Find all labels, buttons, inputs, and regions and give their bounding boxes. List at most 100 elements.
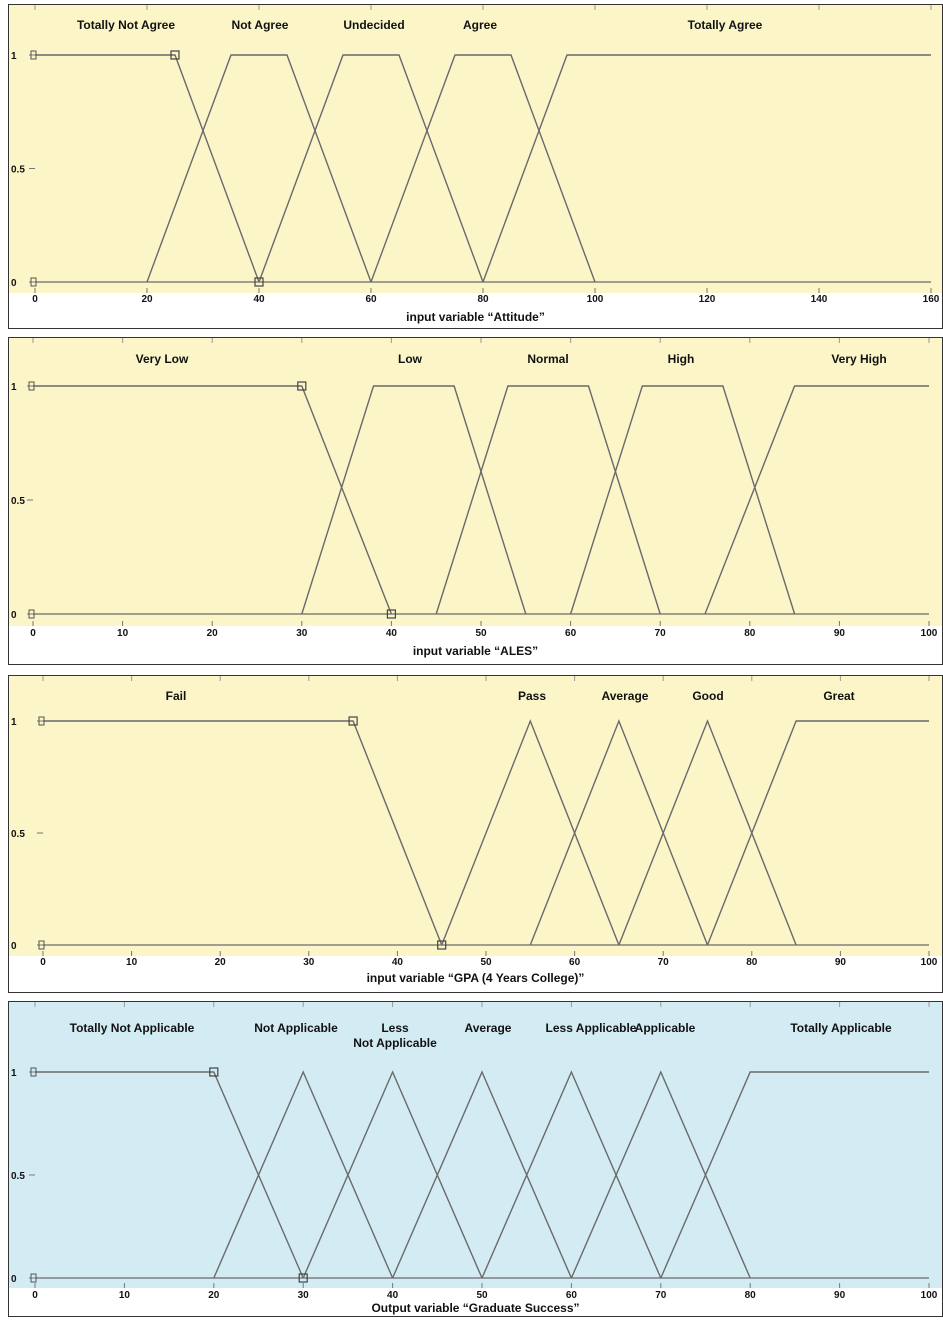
x-axis-label: input variable “ALES” — [413, 644, 538, 658]
chart-attitude: 0 20 40 60 80 100 120 140 160 0 0.5 1 Totally Not Ag… — [8, 4, 943, 329]
chart-ales: 0 10 20 30 40 50 60 70 80 90 100 0 0.5 1 Very Low Low No… — [8, 337, 943, 665]
series-line — [33, 385, 393, 615]
x-tick-label: 80 — [745, 1290, 757, 1301]
x-tick-label: 20 — [141, 294, 153, 305]
x-tick-label: 60 — [365, 294, 377, 305]
x-tick-label: 50 — [476, 1290, 488, 1301]
x-tick-label: 0 — [32, 1290, 38, 1301]
chart-ales-svg: 0 10 20 30 40 50 60 70 80 90 100 0 0.5 1 Very Low Low No… — [9, 338, 942, 658]
plot-area — [9, 338, 942, 626]
series-label: Agree — [463, 18, 497, 32]
series-line — [441, 719, 620, 946]
series-label: Not Agree — [232, 18, 289, 32]
x-tick-label: 90 — [834, 1290, 846, 1301]
x-tick-label: 90 — [835, 957, 847, 968]
chart-graduate-success: 0 10 20 30 40 50 60 70 80 90 100 0 0.5 1 Totally Not A… — [8, 1001, 943, 1317]
series-line — [435, 385, 661, 615]
series-line — [302, 1070, 483, 1279]
point-marker — [170, 50, 180, 60]
series-label: Totally Not Agree — [77, 18, 175, 32]
x-tick-label: 0 — [32, 294, 38, 305]
x-tick-label: 60 — [566, 1290, 578, 1301]
chart-attitude-svg: 0 20 40 60 80 100 120 140 160 0 0.5 1 Totally Not Ag… — [9, 5, 942, 324]
x-tick-label: 80 — [746, 957, 758, 968]
series-label: Not Applicable — [254, 1021, 338, 1035]
x-tick-label: 30 — [303, 957, 315, 968]
x-tick-label: 70 — [658, 957, 670, 968]
x-tick-label: 50 — [475, 628, 487, 639]
series-label: Totally Not Applicable — [70, 1021, 195, 1035]
series-label: Great — [823, 689, 854, 703]
x-axis-label: input variable “Attitude” — [406, 310, 545, 324]
series-label: Totally Agree — [688, 18, 763, 32]
point-marker — [348, 716, 358, 726]
x-tick-label: 120 — [699, 294, 716, 305]
x-tick-label: 70 — [655, 628, 667, 639]
y-tick-label: 1 — [11, 717, 17, 728]
series-line — [301, 385, 527, 615]
edge-marker — [38, 716, 45, 726]
x-tick-label: 80 — [477, 294, 489, 305]
series-label: Undecided — [343, 18, 404, 32]
point-marker — [297, 381, 307, 391]
edge-marker — [30, 277, 37, 287]
edge-marker — [30, 1273, 37, 1283]
series-line — [370, 54, 596, 283]
y-tick-label: 1 — [11, 51, 17, 62]
x-tick-label: 20 — [207, 628, 219, 639]
x-tick-label: 40 — [253, 294, 265, 305]
point-marker — [386, 609, 396, 619]
series-line — [258, 54, 484, 283]
x-tick-label: 30 — [298, 1290, 310, 1301]
series-line — [35, 1071, 304, 1279]
x-tick-label: 40 — [386, 628, 398, 639]
series-label: Average — [465, 1021, 512, 1035]
series-line — [482, 54, 931, 283]
plot-area — [9, 676, 942, 956]
y-tick-label: 0 — [11, 1274, 17, 1285]
series-label: Average — [602, 689, 649, 703]
y-tick-label: 0.5 — [11, 496, 25, 507]
x-tick-label: 60 — [565, 628, 577, 639]
x-tick-label: 60 — [569, 957, 581, 968]
x-tick-label: 50 — [480, 957, 492, 968]
x-tick-label: 70 — [655, 1290, 667, 1301]
x-tick-label: 40 — [392, 957, 404, 968]
series-label: Normal — [527, 352, 568, 366]
edge-marker — [38, 940, 45, 950]
point-marker — [254, 277, 264, 287]
x-tick-label: 20 — [208, 1290, 220, 1301]
chart-gpa-svg: 0 10 20 30 40 50 60 70 80 90 100 0 0.5 1 Fail Pass Avera… — [9, 676, 942, 985]
series-line — [213, 1070, 394, 1279]
series-line — [43, 720, 443, 946]
series-line — [618, 719, 797, 946]
x-tick-label: 90 — [834, 628, 846, 639]
series-label: Less Not Applicable — [353, 1021, 437, 1050]
chart-gpa: 0 10 20 30 40 50 60 70 80 90 100 0 0.5 1 Fail Pass Avera… — [8, 675, 943, 993]
edge-marker — [30, 50, 37, 60]
series-label: High — [668, 352, 695, 366]
x-tick-label: 0 — [30, 628, 36, 639]
x-tick-label: 10 — [117, 628, 129, 639]
series-line — [706, 720, 929, 946]
edge-marker — [30, 1067, 37, 1077]
point-marker — [209, 1067, 219, 1077]
x-tick-label: 30 — [296, 628, 308, 639]
series-line — [704, 385, 929, 615]
x-tick-label: 100 — [921, 628, 938, 639]
series-label: Fail — [166, 689, 187, 703]
series-line — [660, 1071, 929, 1279]
chart-graduate-success-svg: 0 10 20 30 40 50 60 70 80 90 100 0 0.5 1 Totally Not A… — [9, 1002, 942, 1315]
x-tick-label: 140 — [811, 294, 828, 305]
series-line — [391, 1070, 573, 1279]
series-line — [481, 1070, 662, 1279]
series-label: Less Applicable — [546, 1021, 637, 1035]
x-tick-label: 20 — [215, 957, 227, 968]
series-label: Low — [398, 352, 423, 366]
series-line — [529, 719, 709, 946]
series-line — [570, 1070, 751, 1279]
x-axis-label: input variable “GPA (4 Years College)” — [367, 971, 585, 985]
plot-area — [9, 5, 942, 293]
y-tick-label: 0.5 — [11, 829, 25, 840]
x-tick-label: 100 — [921, 957, 938, 968]
